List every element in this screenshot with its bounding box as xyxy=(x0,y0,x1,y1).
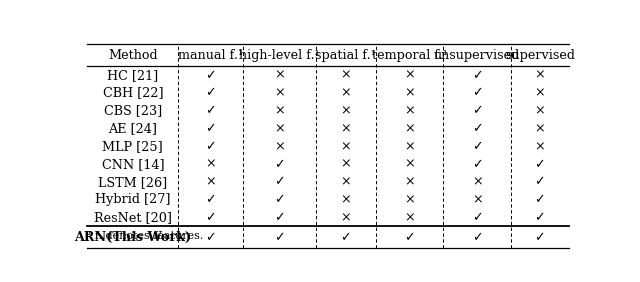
Text: ✓: ✓ xyxy=(274,176,285,189)
Text: ×: × xyxy=(340,87,351,100)
Text: CBS [23]: CBS [23] xyxy=(104,104,162,117)
Text: ×: × xyxy=(205,176,216,189)
Text: ×: × xyxy=(340,104,351,117)
Text: ×: × xyxy=(404,176,415,189)
Text: LSTM [26]: LSTM [26] xyxy=(98,176,168,189)
Text: ×: × xyxy=(340,211,351,224)
Text: ×: × xyxy=(274,87,285,100)
Text: ×: × xyxy=(534,122,545,135)
Text: ✓: ✓ xyxy=(274,231,285,244)
Text: ×: × xyxy=(205,158,216,171)
Text: ✓: ✓ xyxy=(205,231,216,244)
Text: ✓: ✓ xyxy=(205,193,216,206)
Text: AE [24]: AE [24] xyxy=(108,122,157,135)
Text: ×: × xyxy=(340,122,351,135)
Text: spatial f.¹: spatial f.¹ xyxy=(316,49,376,61)
Text: ✓: ✓ xyxy=(205,211,216,224)
Text: ×: × xyxy=(472,176,483,189)
Text: ×: × xyxy=(404,122,415,135)
Text: ✓: ✓ xyxy=(205,104,216,117)
Text: ✓: ✓ xyxy=(274,211,285,224)
Text: supervised: supervised xyxy=(505,49,575,61)
Text: ✓: ✓ xyxy=(472,104,483,117)
Text: ✓: ✓ xyxy=(534,193,545,206)
Text: Method: Method xyxy=(108,49,157,61)
Text: ✓: ✓ xyxy=(534,231,545,244)
Text: ✓: ✓ xyxy=(472,87,483,100)
Text: manual f.¹: manual f.¹ xyxy=(178,49,243,61)
Text: ✓: ✓ xyxy=(472,211,483,224)
Text: ×: × xyxy=(534,87,545,100)
Text: ×: × xyxy=(472,193,483,206)
Text: ×: × xyxy=(340,176,351,189)
Text: ×: × xyxy=(274,140,285,153)
Text: ✓: ✓ xyxy=(340,231,351,244)
Text: ×: × xyxy=(404,104,415,117)
Text: ✓: ✓ xyxy=(472,140,483,153)
Text: ×: × xyxy=(340,69,351,82)
Text: Hybrid [27]: Hybrid [27] xyxy=(95,193,171,206)
Text: ×: × xyxy=(404,69,415,82)
Text: ×: × xyxy=(274,69,285,82)
Text: ✓: ✓ xyxy=(205,87,216,100)
Text: ResNet [20]: ResNet [20] xyxy=(94,211,172,224)
Text: ×: × xyxy=(274,104,285,117)
Text: ✓: ✓ xyxy=(472,158,483,171)
Text: ×: × xyxy=(534,69,545,82)
Text: ×: × xyxy=(404,158,415,171)
Text: ×: × xyxy=(404,193,415,206)
Text: ✓: ✓ xyxy=(205,140,216,153)
Text: ×: × xyxy=(404,211,415,224)
Text: ARN(This Work): ARN(This Work) xyxy=(74,231,191,244)
Text: temporal f.¹: temporal f.¹ xyxy=(372,49,447,61)
Text: high-level f.¹: high-level f.¹ xyxy=(239,49,320,61)
Text: ✓: ✓ xyxy=(274,158,285,171)
Text: CBH [22]: CBH [22] xyxy=(102,87,163,100)
Text: ✓: ✓ xyxy=(205,69,216,82)
Text: ×: × xyxy=(404,87,415,100)
Text: ×: × xyxy=(340,140,351,153)
Text: ¹ f. denotes features.: ¹ f. denotes features. xyxy=(88,231,204,241)
Text: ✓: ✓ xyxy=(534,176,545,189)
Text: ✓: ✓ xyxy=(472,69,483,82)
Text: unsupervised: unsupervised xyxy=(434,49,520,61)
Text: HC [21]: HC [21] xyxy=(108,69,159,82)
Text: ✓: ✓ xyxy=(472,122,483,135)
Text: CNN [14]: CNN [14] xyxy=(102,158,164,171)
Text: MLP [25]: MLP [25] xyxy=(102,140,163,153)
Text: ✓: ✓ xyxy=(472,231,483,244)
Text: ×: × xyxy=(404,140,415,153)
Text: ×: × xyxy=(534,104,545,117)
Text: ×: × xyxy=(340,193,351,206)
Text: ✓: ✓ xyxy=(534,211,545,224)
Text: ×: × xyxy=(274,122,285,135)
Text: ×: × xyxy=(340,158,351,171)
Text: ✓: ✓ xyxy=(205,122,216,135)
Text: ✓: ✓ xyxy=(274,193,285,206)
Text: ✓: ✓ xyxy=(534,158,545,171)
Text: ✓: ✓ xyxy=(404,231,415,244)
Text: ×: × xyxy=(534,140,545,153)
